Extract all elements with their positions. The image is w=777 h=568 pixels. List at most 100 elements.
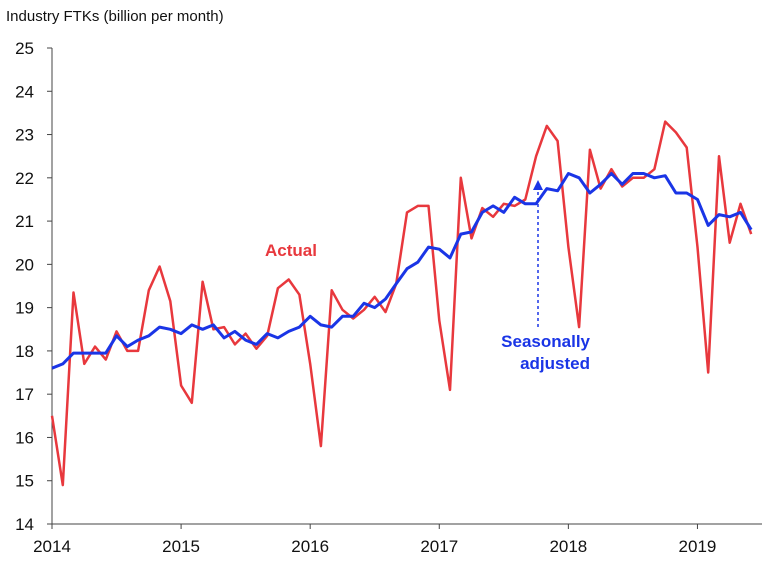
data-point-seasonally-adjusted (697, 199, 699, 201)
data-point-actual (567, 246, 569, 248)
data-point-seasonally-adjusted (729, 216, 731, 218)
data-point-seasonally-adjusted (169, 328, 171, 330)
data-point-actual (686, 147, 688, 149)
data-point-seasonally-adjusted (342, 315, 344, 317)
data-point-seasonally-adjusted (191, 324, 193, 326)
data-point-actual (503, 203, 505, 205)
data-point-seasonally-adjusted (514, 196, 516, 198)
data-point-seasonally-adjusted (406, 268, 408, 270)
data-point-seasonally-adjusted (664, 175, 666, 177)
data-point-actual (298, 294, 300, 296)
y-tick-label: 22 (15, 169, 34, 188)
data-point-actual (62, 484, 64, 486)
series-line-actual (50, 120, 753, 487)
data-point-actual (643, 177, 645, 179)
y-tick-label: 18 (15, 342, 34, 361)
data-point-actual (707, 372, 709, 374)
data-point-seasonally-adjusted (116, 335, 118, 337)
x-tick-label: 2019 (679, 537, 717, 556)
y-tick-label: 15 (15, 472, 34, 491)
data-point-seasonally-adjusted (255, 343, 257, 345)
x-tick-label: 2015 (162, 537, 200, 556)
x-axis-ticks: 2014 2015 2016 2017 2018 2019 (33, 524, 716, 556)
data-point-seasonally-adjusted (395, 283, 397, 285)
data-point-actual (266, 335, 268, 337)
data-point-seasonally-adjusted (492, 205, 494, 207)
data-point-seasonally-adjusted (105, 352, 107, 354)
data-point-actual (320, 445, 322, 447)
y-tick-label: 24 (15, 82, 34, 101)
data-point-seasonally-adjusted (718, 214, 720, 216)
data-point-actual (718, 155, 720, 157)
data-point-seasonally-adjusted (503, 211, 505, 213)
data-point-actual (255, 348, 257, 350)
data-point-actual (653, 168, 655, 170)
y-axis-title: Industry FTKs (billion per month) (6, 8, 224, 25)
data-point-seasonally-adjusted (589, 192, 591, 194)
data-point-actual (417, 205, 419, 207)
data-point-seasonally-adjusted (212, 324, 214, 326)
data-point-seasonally-adjusted (643, 173, 645, 175)
data-point-actual (535, 155, 537, 157)
y-tick-label: 19 (15, 299, 34, 318)
data-point-seasonally-adjusted (83, 352, 85, 354)
data-point-actual (589, 149, 591, 151)
data-point-actual (697, 246, 699, 248)
data-point-actual (342, 309, 344, 311)
data-point-seasonally-adjusted (578, 177, 580, 179)
data-point-actual (288, 279, 290, 281)
data-point-actual (309, 363, 311, 365)
data-point-actual (331, 289, 333, 291)
data-point-actual (180, 385, 182, 387)
annotation-arrow-head-icon (533, 180, 543, 190)
data-point-seasonally-adjusted (62, 363, 64, 365)
data-point-actual (116, 330, 118, 332)
data-point-actual (148, 289, 150, 291)
data-point-seasonally-adjusted (137, 339, 139, 341)
data-point-actual (729, 242, 731, 244)
data-point-actual (471, 237, 473, 239)
x-tick-label: 2014 (33, 537, 71, 556)
data-point-actual (492, 216, 494, 218)
data-point-actual (191, 402, 193, 404)
data-point-actual (449, 389, 451, 391)
data-point-actual (546, 125, 548, 127)
data-point-seasonally-adjusted (632, 173, 634, 175)
data-point-seasonally-adjusted (610, 173, 612, 175)
data-point-seasonally-adjusted (266, 333, 268, 335)
x-tick-label: 2017 (420, 537, 458, 556)
data-point-actual (632, 177, 634, 179)
data-point-seasonally-adjusted (471, 231, 473, 233)
data-point-seasonally-adjusted (126, 346, 128, 348)
data-point-seasonally-adjusted (234, 330, 236, 332)
x-tick-label: 2018 (549, 537, 587, 556)
data-point-actual (245, 333, 247, 335)
data-point-actual (169, 300, 171, 302)
data-point-actual (223, 326, 225, 328)
data-point-seasonally-adjusted (535, 203, 537, 205)
data-point-seasonally-adjusted (352, 315, 354, 317)
data-point-seasonally-adjusted (653, 177, 655, 179)
data-point-actual (481, 207, 483, 209)
data-point-seasonally-adjusted (298, 326, 300, 328)
y-tick-label: 21 (15, 212, 34, 231)
y-tick-label: 17 (15, 385, 34, 404)
data-point-seasonally-adjusted (277, 337, 279, 339)
data-point-actual (137, 350, 139, 352)
data-point-seasonally-adjusted (288, 330, 290, 332)
data-point-actual (159, 266, 161, 268)
data-point-seasonally-adjusted (363, 302, 365, 304)
y-tick-label: 20 (15, 255, 34, 274)
data-point-seasonally-adjusted (524, 203, 526, 205)
data-point-actual (51, 415, 53, 417)
data-point-seasonally-adjusted (750, 229, 752, 231)
data-point-seasonally-adjusted (546, 188, 548, 190)
data-point-actual (621, 186, 623, 188)
data-point-actual (94, 346, 96, 348)
data-point-actual (438, 320, 440, 322)
data-point-seasonally-adjusted (385, 298, 387, 300)
data-point-seasonally-adjusted (600, 183, 602, 185)
annotation-seasonally-adjusted-line1: Seasonally (501, 332, 590, 351)
data-point-actual (73, 292, 75, 294)
data-point-seasonally-adjusted (202, 328, 204, 330)
